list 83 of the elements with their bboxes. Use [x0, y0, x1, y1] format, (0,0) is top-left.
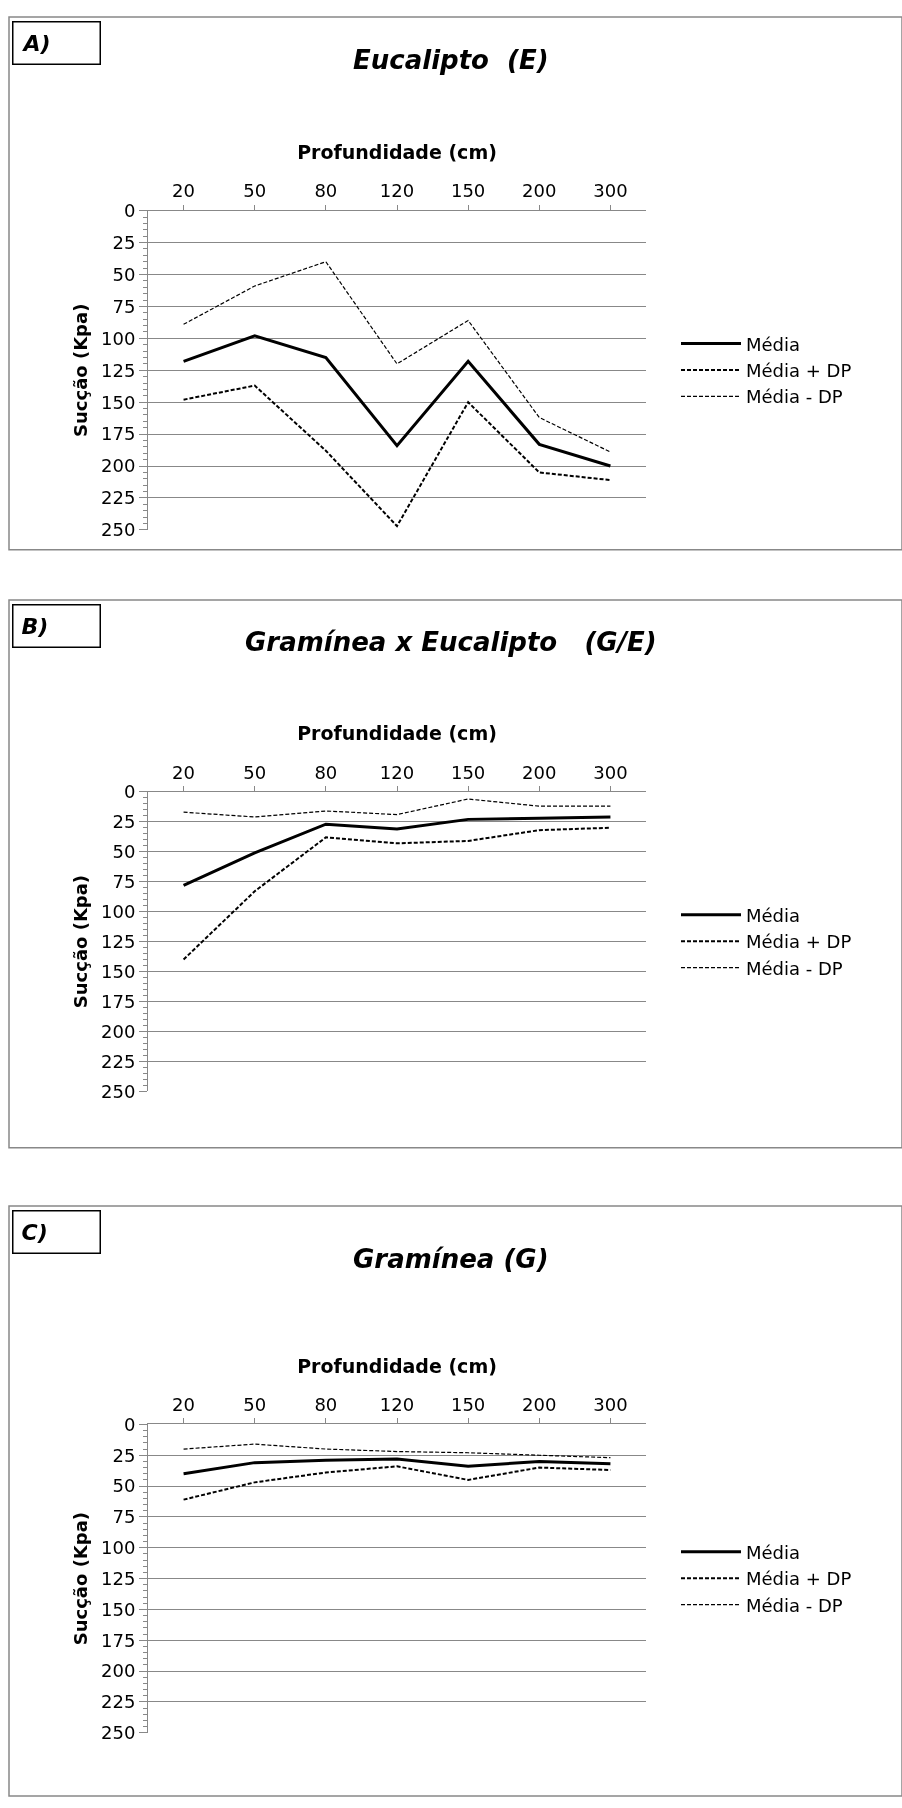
y-tick-label: 175: [101, 423, 136, 445]
line-series: [182, 815, 612, 887]
line-series: [182, 261, 612, 453]
line-series: [182, 384, 612, 528]
x-tick-label: 150: [450, 1394, 486, 1416]
x-axis-title: Profundidade (cm): [297, 1355, 497, 1378]
text: C): [21, 1219, 48, 1245]
x-tick-label: 300: [593, 1394, 628, 1416]
legend-label: Média + DP: [746, 359, 852, 381]
x-tick-label: 20: [172, 1394, 196, 1416]
y-tick-label: 150: [101, 391, 136, 413]
y-tick-label: 250: [101, 1722, 136, 1744]
y-tick-label: 0: [123, 1413, 136, 1435]
y-tick-label: 0: [123, 199, 136, 221]
line-series: [182, 334, 612, 468]
y-tick-label: 50: [112, 1475, 136, 1497]
y-tick-label: 100: [101, 1537, 136, 1559]
text: B): [21, 613, 49, 639]
x-axis-title: Profundidade (cm): [297, 141, 497, 164]
y-tick-label: 200: [101, 455, 136, 477]
x-tick-label: 80: [314, 761, 338, 783]
y-tick-label: 100: [101, 900, 136, 922]
y-tick-label: 250: [101, 519, 136, 541]
y-tick-label: 50: [112, 263, 136, 285]
line-series: [182, 826, 612, 961]
y-tick-label: 200: [101, 1020, 136, 1042]
y-tick-label: 0: [123, 781, 136, 803]
legend-label: Média - DP: [746, 957, 843, 979]
legend-label: Média - DP: [746, 386, 843, 408]
legend-label: Média: [746, 1541, 801, 1563]
line-series: [182, 798, 612, 818]
y-tick-label: 125: [101, 1567, 136, 1589]
x-axis-title: Profundidade (cm): [297, 722, 497, 745]
y-axis-title: Sucção (Kpa): [70, 874, 92, 1009]
y-tick-label: 25: [112, 811, 136, 833]
x-tick-label: 150: [450, 761, 486, 783]
y-tick-label: 75: [112, 870, 136, 892]
y-axis-title: Sucção (Kpa): [70, 1511, 92, 1646]
x-tick-label: 80: [314, 180, 338, 202]
text: A): [21, 30, 51, 56]
y-tick-label: 125: [101, 930, 136, 952]
x-tick-label: 50: [243, 1394, 267, 1416]
y-tick-label: 250: [101, 1080, 136, 1102]
y-tick-label: 175: [101, 1629, 136, 1651]
legend-label: Média + DP: [746, 1568, 852, 1590]
x-tick-label: 120: [379, 761, 415, 783]
y-tick-label: 200: [101, 1660, 136, 1682]
x-tick-label: 50: [243, 761, 267, 783]
y-tick-label: 150: [101, 960, 136, 982]
legend-label: Média + DP: [746, 931, 852, 953]
x-tick-label: 150: [450, 180, 486, 202]
line-series: [182, 1457, 612, 1476]
legend-label: Média - DP: [746, 1594, 843, 1616]
chart-title: Gramínea x Eucalipto (G/E): [245, 627, 657, 657]
y-tick-label: 50: [112, 841, 136, 863]
x-tick-label: 20: [172, 761, 196, 783]
x-tick-label: 50: [243, 180, 267, 202]
y-axis-title: Sucção (Kpa): [70, 303, 92, 437]
y-tick-label: 75: [112, 295, 136, 317]
x-tick-label: 300: [593, 180, 628, 202]
legend-label: Média: [746, 333, 801, 355]
y-tick-label: 225: [101, 1050, 136, 1072]
y-tick-label: 225: [101, 487, 136, 509]
x-tick-label: 20: [172, 180, 196, 202]
x-tick-label: 120: [379, 1394, 415, 1416]
x-tick-label: 200: [522, 761, 557, 783]
chart-title: Eucalipto (E): [353, 45, 549, 75]
x-tick-label: 300: [593, 761, 628, 783]
y-tick-label: 100: [101, 327, 136, 349]
y-tick-label: 125: [101, 359, 136, 381]
y-tick-label: 25: [112, 231, 136, 253]
y-tick-label: 75: [112, 1506, 136, 1528]
x-tick-label: 200: [522, 180, 557, 202]
y-tick-label: 25: [112, 1444, 136, 1466]
legend-label: Média: [746, 904, 801, 926]
y-tick-label: 175: [101, 990, 136, 1012]
chart-title: Gramínea (G): [353, 1244, 549, 1274]
line-series: [182, 1443, 612, 1459]
x-tick-label: 80: [314, 1394, 338, 1416]
x-tick-label: 120: [379, 180, 415, 202]
y-tick-label: 225: [101, 1691, 136, 1713]
x-tick-label: 200: [522, 1394, 557, 1416]
y-tick-label: 150: [101, 1598, 136, 1620]
